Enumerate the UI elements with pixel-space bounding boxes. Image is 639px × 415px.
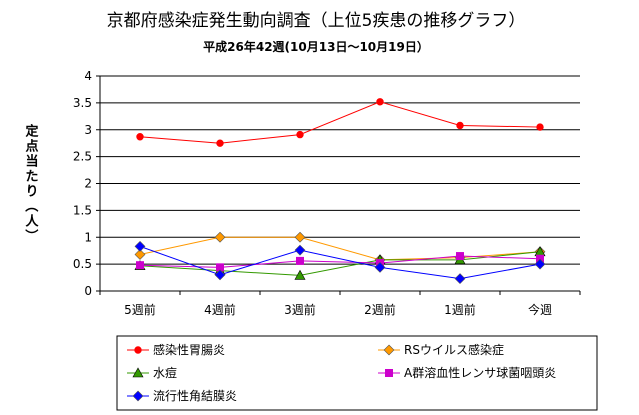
legend-label: 流行性角結膜炎 bbox=[153, 389, 237, 403]
data-point bbox=[296, 130, 304, 139]
legend-item: A群溶血性レンサ球菌咽頭炎 bbox=[378, 365, 556, 380]
series-line bbox=[139, 245, 541, 280]
series-line bbox=[139, 255, 541, 268]
series-line bbox=[139, 251, 541, 276]
y-tick-label: 1 bbox=[84, 230, 92, 244]
data-point bbox=[216, 139, 224, 147]
y-tick-label: 2.5 bbox=[73, 150, 92, 164]
x-tick-label: 3週前 bbox=[284, 302, 316, 317]
series-line bbox=[139, 101, 541, 144]
x-tick-label: 2週前 bbox=[364, 302, 396, 317]
legend-item: RSウイルス感染症 bbox=[378, 342, 504, 357]
data-point bbox=[376, 98, 384, 106]
data-point bbox=[294, 269, 306, 280]
data-point bbox=[456, 252, 464, 261]
legend-swatch-marker bbox=[385, 369, 393, 377]
legend-swatch-marker bbox=[132, 367, 144, 378]
data-point bbox=[136, 261, 144, 270]
data-point bbox=[454, 273, 466, 285]
data-point bbox=[374, 261, 386, 273]
legend-swatch-marker bbox=[132, 390, 144, 402]
y-axis-label-char: 当 bbox=[25, 154, 38, 170]
data-point bbox=[456, 121, 464, 130]
y-tick-label: 2 bbox=[84, 177, 92, 191]
legend-label: A群溶血性レンサ球菌咽頭炎 bbox=[404, 365, 556, 380]
x-tick-label: 4週前 bbox=[204, 302, 236, 317]
data-point bbox=[134, 240, 146, 252]
x-tick-label: 1週前 bbox=[444, 302, 476, 317]
data-point bbox=[294, 244, 306, 256]
y-tick-label: 4 bbox=[84, 69, 92, 83]
legend-label: 感染性胃腸炎 bbox=[153, 342, 225, 357]
y-axis-label-char: 点 bbox=[25, 139, 38, 155]
chart-subtitle: 平成26年42週(10月13日～10月19日） bbox=[203, 39, 429, 54]
plot-area: 0 0.5 1 1.5 2 2.5 3 3.5 4 5週前 4週前 3週前 2週前 1週前 今週 bbox=[73, 69, 581, 317]
y-axis-label-char: ） bbox=[23, 229, 39, 242]
y-axis-label-char: 人 bbox=[25, 214, 39, 230]
legend-box bbox=[116, 335, 598, 411]
legend-item: 流行性角結膜炎 bbox=[127, 389, 237, 403]
y-axis-label-char: （ bbox=[23, 199, 39, 212]
y-tick-label: 0.5 bbox=[73, 257, 92, 271]
y-tick-label: 0 bbox=[84, 284, 92, 298]
legend-label: 水痘 bbox=[153, 365, 177, 380]
legend-item: 水痘 bbox=[127, 365, 177, 380]
legend-swatch-marker bbox=[383, 344, 395, 356]
legend-swatch-marker bbox=[134, 346, 142, 354]
data-point bbox=[214, 269, 226, 281]
series-1 bbox=[136, 98, 544, 147]
data-point bbox=[536, 123, 544, 131]
data-point bbox=[294, 231, 306, 243]
y-tick-label: 1.5 bbox=[73, 203, 92, 217]
data-point bbox=[534, 258, 546, 270]
data-point bbox=[136, 133, 144, 141]
series-5 bbox=[134, 240, 546, 285]
y-tick-label: 3.5 bbox=[73, 96, 92, 110]
legend-label: RSウイルス感染症 bbox=[404, 342, 504, 357]
y-axis-label-char: 定 bbox=[24, 124, 38, 140]
data-point bbox=[296, 256, 304, 265]
x-tick-label: 今週 bbox=[528, 302, 552, 317]
data-point bbox=[134, 249, 146, 260]
chart-title: 京都府感染症発生動向調査（上位5疾患の推移グラフ） bbox=[107, 11, 526, 31]
y-axis-label-char: り bbox=[25, 185, 38, 200]
y-tick-label: 3 bbox=[84, 123, 92, 137]
y-axis-label-char: た bbox=[25, 170, 38, 185]
data-point bbox=[214, 231, 226, 243]
legend-item: 感染性胃腸炎 bbox=[127, 342, 225, 357]
x-tick-label: 5週前 bbox=[124, 302, 156, 317]
